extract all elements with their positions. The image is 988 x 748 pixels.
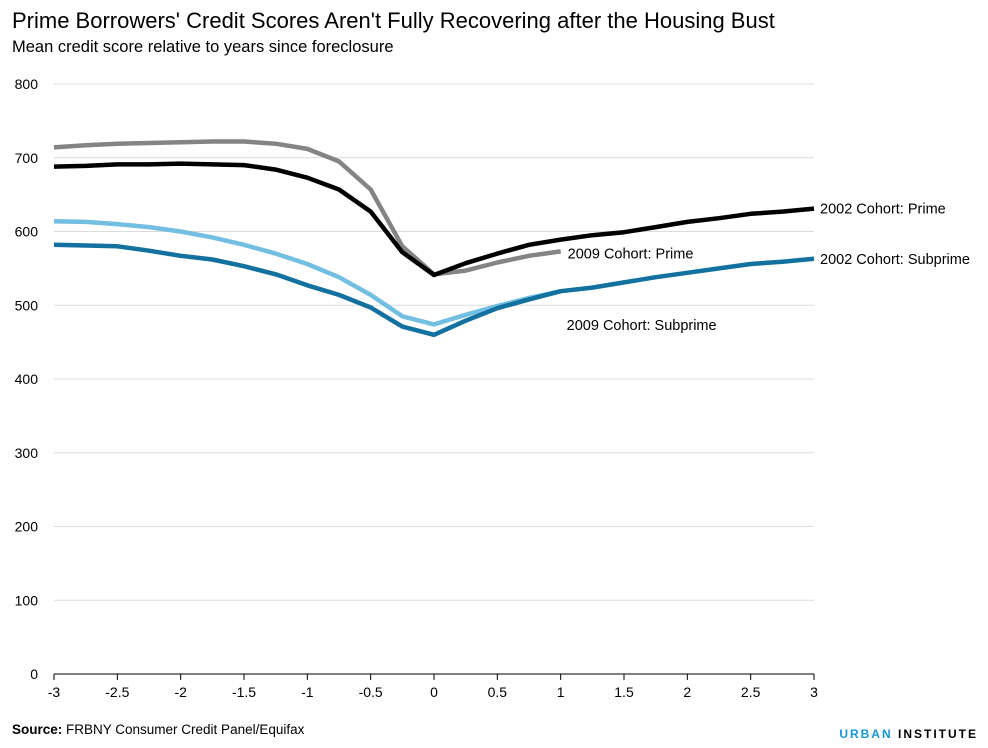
x-tick-label: 1	[557, 684, 565, 700]
x-tick-label: -3	[48, 684, 61, 700]
gridlines	[54, 83, 814, 675]
x-tick-label: -1.5	[232, 684, 256, 700]
source-note: Source: FRBNY Consumer Credit Panel/Equi…	[12, 722, 304, 737]
series-label-2002-cohort-prime: 2002 Cohort: Prime	[820, 202, 946, 218]
series-line-2002-cohort-prime	[53, 161, 815, 278]
series-label-2009-cohort-subprime: 2009 Cohort: Subprime	[567, 318, 717, 334]
y-tick-label: 100	[15, 592, 39, 608]
series-line-2002-cohort-subprime	[53, 242, 815, 338]
series-labels: 2009 Cohort: Prime 2002 Cohort: Prime 2009…	[567, 202, 970, 335]
x-tick-label: 0	[430, 684, 438, 700]
x-tick-label: 2.5	[741, 684, 761, 700]
series-label-2002-cohort-subprime: 2002 Cohort: Subprime	[820, 252, 970, 268]
series-line-2009-cohort-prime	[53, 139, 562, 277]
y-tick-label: 700	[15, 150, 39, 166]
x-tick-label: -2.5	[105, 684, 129, 700]
x-tick-label: 1.5	[614, 684, 634, 700]
y-tick-label: 400	[15, 371, 39, 387]
y-tick-label: 0	[30, 666, 38, 682]
x-tick-label: 2	[683, 684, 691, 700]
chart-title: Prime Borrowers' Credit Scores Aren't Fu…	[12, 8, 775, 33]
urban-institute-logo: URBAN INSTITUTE	[839, 727, 978, 741]
x-tick-label: 0.5	[488, 684, 508, 700]
x-tick-label: -1	[301, 684, 314, 700]
x-tick-label: 3	[810, 684, 818, 700]
logo-urban: URBAN	[839, 727, 893, 741]
y-tick-label: 500	[15, 297, 39, 313]
x-tick-label: -2	[174, 684, 187, 700]
series-line-2009-cohort-subprime	[53, 218, 562, 327]
x-axis: -3 -2.5 -2 -1.5 -1 -0.5 0 0.5 1 1.5 2 2.5 3	[48, 674, 818, 700]
x-tick-label: -0.5	[359, 684, 383, 700]
source-label: Source:	[12, 722, 63, 737]
y-tick-label: 600	[15, 224, 39, 240]
series-lines	[53, 139, 815, 338]
chart-subtitle: Mean credit score relative to years sinc…	[12, 38, 394, 56]
source-text: FRBNY Consumer Credit Panel/Equifax	[62, 722, 305, 737]
y-axis: 0 100 200 300 400 500 600 700 800	[15, 76, 39, 682]
y-tick-label: 200	[15, 519, 39, 535]
y-tick-label: 300	[15, 445, 39, 461]
y-tick-label: 800	[15, 76, 39, 92]
series-label-2009-cohort-prime: 2009 Cohort: Prime	[568, 246, 694, 262]
logo-institute: INSTITUTE	[892, 727, 978, 741]
